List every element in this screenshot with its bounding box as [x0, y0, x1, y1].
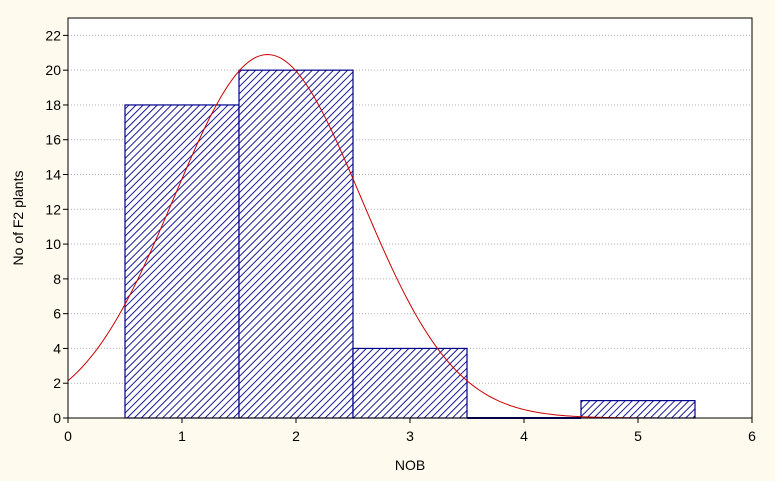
- y-tick-label: 18: [45, 97, 61, 113]
- bar: [238, 69, 354, 419]
- x-axis-title: NOB: [395, 457, 425, 473]
- x-tick-label: 0: [64, 428, 72, 444]
- y-tick-label: 4: [53, 340, 61, 356]
- x-tick-label: 1: [178, 428, 186, 444]
- x-tick-label: 4: [520, 428, 528, 444]
- y-tick-label: 0: [53, 410, 61, 426]
- y-tick-label: 12: [45, 201, 61, 217]
- y-tick-label: 6: [53, 306, 61, 322]
- x-tick-label: 5: [634, 428, 642, 444]
- y-tick-label: 8: [53, 271, 61, 287]
- y-tick-label: 10: [45, 236, 61, 252]
- x-tick-label: 2: [292, 428, 300, 444]
- bar: [352, 347, 468, 419]
- bar: [580, 400, 696, 419]
- bars: [124, 69, 696, 419]
- y-axis-title: No of F2 plants: [10, 171, 26, 266]
- y-tick-label: 16: [45, 132, 61, 148]
- y-tick-label: 20: [45, 62, 61, 78]
- x-tick-label: 6: [748, 428, 756, 444]
- bar: [124, 104, 240, 419]
- y-tick-label: 14: [45, 167, 61, 183]
- y-tick-label: 22: [45, 27, 61, 43]
- x-tick-label: 3: [406, 428, 414, 444]
- y-tick-label: 2: [53, 375, 61, 391]
